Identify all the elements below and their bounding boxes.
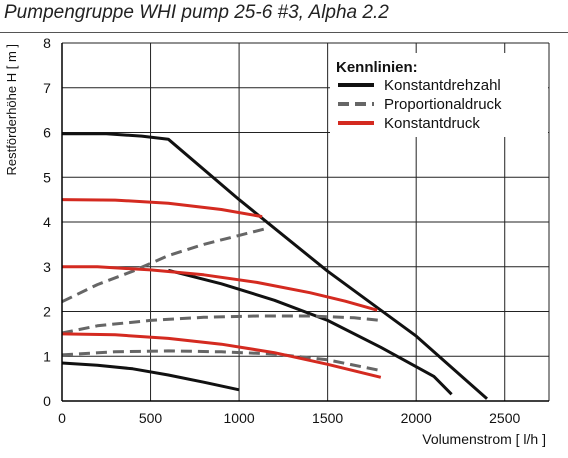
y-tick-label: 0 — [43, 393, 51, 409]
x-tick-label: 500 — [139, 410, 163, 426]
chart-title: Pumpengruppe WHI pump 25-6 #3, Alpha 2.2 — [4, 2, 389, 23]
series-line-9 — [61, 332, 382, 379]
series-line-2 — [167, 268, 453, 396]
legend: Kennlinien:Konstantdrehzahl Proportionald… — [330, 53, 548, 137]
legend-entry-label: Konstantdrehzahl — [384, 77, 501, 94]
legend-title: Kennlinien: — [336, 59, 418, 76]
x-tick-label: 0 — [58, 410, 66, 426]
y-tick-label: 1 — [43, 348, 51, 364]
legend-entry-label: Konstantdruck — [384, 115, 480, 132]
legend-entry-label: Proportionaldruck — [384, 96, 502, 113]
x-tick-label: 1500 — [312, 410, 343, 426]
y-tick-label: 2 — [43, 304, 51, 320]
series-line-1 — [62, 132, 488, 400]
x-tick-label: 1000 — [224, 410, 255, 426]
series-line-6 — [61, 349, 382, 373]
y-tick-label: 5 — [43, 169, 51, 185]
y-tick-label: 4 — [43, 214, 51, 230]
y-axis-label: Restförderhöhe H [ m ] — [4, 44, 19, 176]
y-tick-label: 3 — [43, 259, 51, 275]
series-line-8 — [62, 265, 378, 312]
y-tick-label: 6 — [43, 125, 51, 141]
series-lines — [61, 132, 488, 400]
x-tick-label: 2000 — [401, 410, 432, 426]
x-tick-label: 2500 — [489, 410, 520, 426]
axes: 0 500 1000 1500 2000 2500 0 1 2 3 4 5 6 7 8 Volumenstro… — [4, 35, 549, 447]
y-tick-label: 8 — [43, 35, 51, 51]
series-line-7 — [61, 198, 263, 219]
x-axis-label: Volumenstrom [ l/h ] — [422, 431, 546, 447]
title-divider — [0, 32, 568, 33]
series-line-4 — [61, 227, 267, 304]
y-tick-label: 7 — [43, 80, 51, 96]
series-line-3 — [61, 361, 240, 392]
